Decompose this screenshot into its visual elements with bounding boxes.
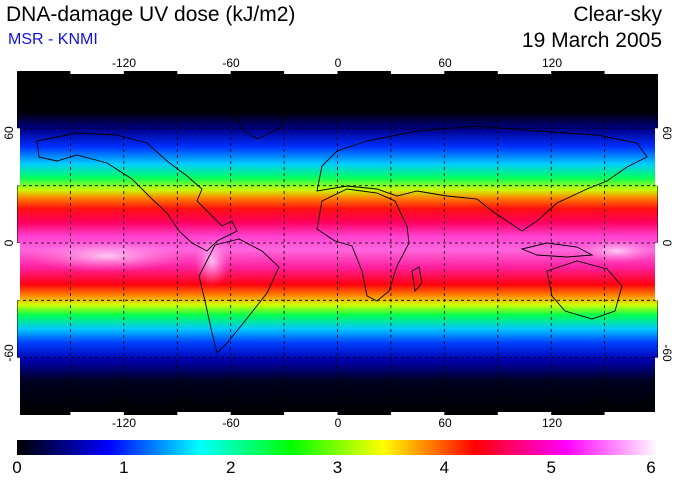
africa-coastline	[316, 188, 410, 302]
bottom-lon-tick-label: -120	[111, 416, 137, 430]
right-lat-tick-label: -60	[660, 344, 674, 362]
color-scale-label: 1	[119, 458, 129, 477]
color-scale-bar	[17, 440, 658, 455]
data-source-label: MSR - KNMI	[8, 31, 98, 48]
bottom-lon-tick-label: -60	[222, 416, 240, 430]
eurasia-coastline	[316, 125, 648, 232]
bottom-lon-tick-label: 60	[438, 416, 452, 430]
color-scale-label: 3	[332, 458, 343, 477]
uv-maximum-area	[27, 240, 187, 272]
greenland-coastline	[234, 105, 290, 140]
left-lat-tick-label: -60	[2, 344, 16, 362]
top-lon-tick-label: -120	[111, 56, 137, 70]
map-title: DNA-damage UV dose (kJ/m2)	[6, 3, 296, 26]
south-america-coastline	[198, 238, 280, 354]
date-label: 19 March 2005	[521, 29, 662, 52]
color-scale-label: 5	[546, 458, 556, 477]
bottom-lon-tick-label: 120	[541, 416, 563, 430]
right-lat-tick-label: 0	[660, 239, 674, 247]
bottom-lon-tick-label: 0	[334, 416, 342, 430]
map-frame	[17, 71, 658, 415]
madagascar-coastline	[411, 266, 423, 293]
color-scale-label: 2	[225, 458, 236, 477]
graticule	[17, 71, 658, 415]
left-lat-tick-label: 60	[2, 126, 16, 140]
top-lon-tick-label: 0	[334, 56, 342, 70]
color-scale-gradient	[17, 440, 658, 455]
color-scale-label: 4	[439, 458, 450, 477]
sky-condition-label: Clear-sky	[573, 3, 662, 26]
uv-dose-map	[17, 71, 658, 415]
color-scale-label: 6	[646, 458, 656, 477]
top-lon-tick-label: -60	[222, 56, 240, 70]
color-scale-label: 0	[12, 458, 22, 477]
uv-maximum-area	[194, 235, 230, 287]
uv-maximum-area	[577, 239, 657, 263]
australia-coastline	[546, 260, 623, 320]
north-america-coastline	[36, 132, 238, 252]
left-lat-tick-label: 0	[2, 239, 16, 247]
top-lon-tick-label: 120	[541, 56, 563, 70]
top-lon-tick-label: 60	[438, 56, 452, 70]
right-lat-tick-label: 60	[660, 126, 674, 140]
